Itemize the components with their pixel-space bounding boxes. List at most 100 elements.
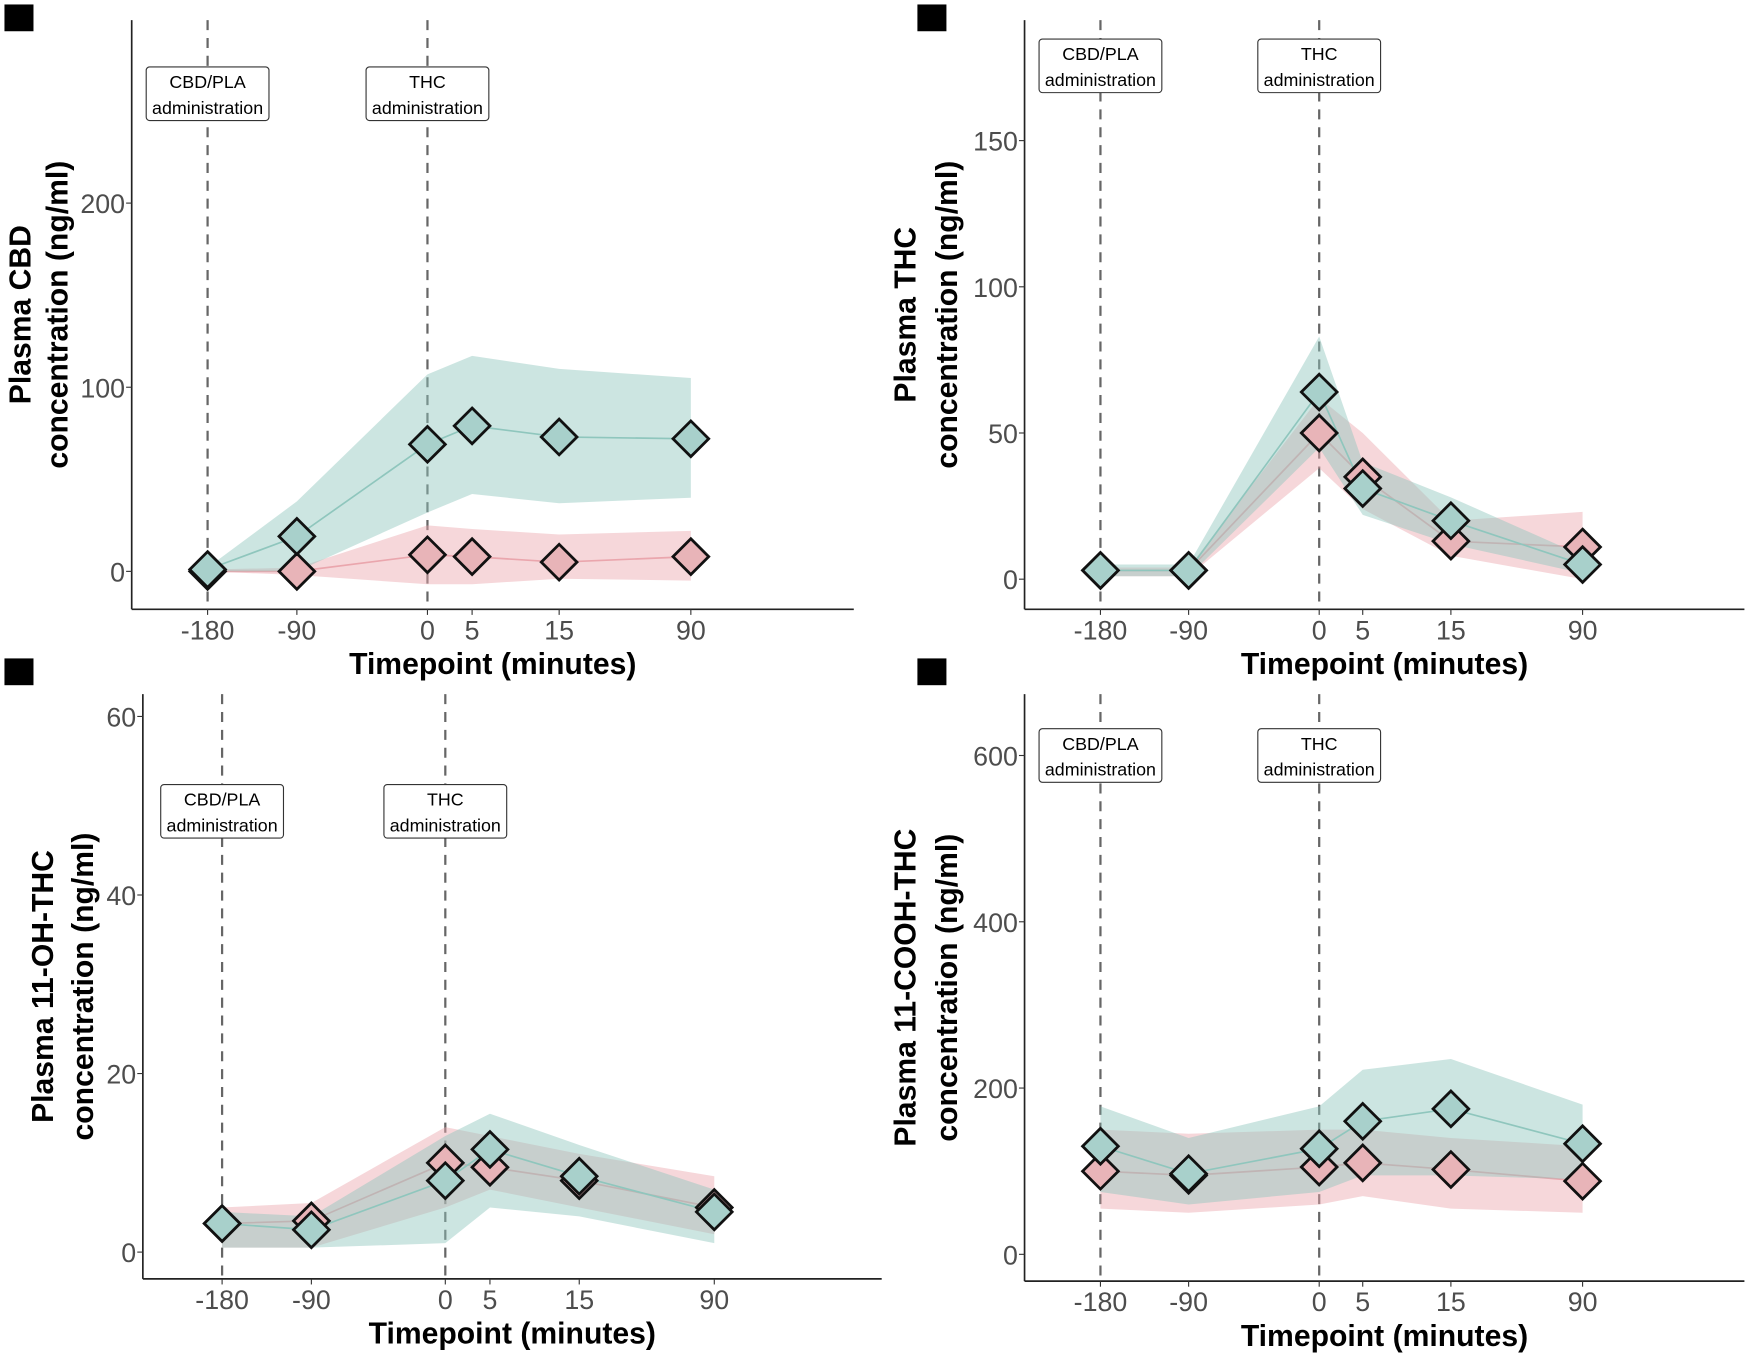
x-tick-label: 90 bbox=[676, 615, 706, 645]
cbd-data-point bbox=[425, 1160, 466, 1201]
cbd-data-point bbox=[694, 1192, 735, 1232]
cbd-data-point bbox=[407, 424, 448, 465]
pla-data-point bbox=[1431, 1149, 1471, 1190]
y-tick-label: 600 bbox=[973, 742, 1018, 772]
pla-data-point bbox=[1562, 1161, 1603, 1201]
annotation-subtitle: administration bbox=[1264, 760, 1375, 780]
x-tick-label: 0 bbox=[1312, 1287, 1327, 1317]
pla-data-point bbox=[539, 542, 579, 582]
pla-data-point bbox=[452, 536, 492, 577]
cbd-ci-ribbon bbox=[207, 355, 691, 572]
cbd-data-point bbox=[277, 516, 317, 557]
pla-data-point bbox=[407, 534, 448, 575]
pla-data-point bbox=[1431, 521, 1471, 561]
y-axis-title-line1: Plasma 11-COOH-THC bbox=[890, 829, 923, 1147]
x-tick-label: 90 bbox=[1568, 615, 1598, 645]
x-tick-label: -180 bbox=[195, 1285, 249, 1315]
x-tick-label: -90 bbox=[292, 1285, 331, 1315]
pla-ci-ribbon bbox=[1100, 1129, 1583, 1213]
annotation-subtitle: administration bbox=[372, 98, 483, 118]
cbd-mean-line bbox=[207, 425, 691, 571]
annotation-box bbox=[1257, 728, 1382, 783]
pla-data-point bbox=[1342, 1143, 1383, 1183]
y-axis-title-line2: concentration (ng/ml) bbox=[931, 834, 964, 1142]
annotation-subtitle: administration bbox=[1045, 70, 1156, 90]
x-tick-label: 0 bbox=[420, 615, 435, 645]
annotation-title: THC bbox=[1301, 734, 1338, 754]
x-tick-label: -90 bbox=[278, 615, 317, 645]
x-tick-label: 5 bbox=[1355, 1287, 1370, 1317]
annotation-subtitle: administration bbox=[390, 815, 501, 835]
annotation-subtitle: administration bbox=[1264, 70, 1375, 90]
annotation-box bbox=[145, 66, 270, 122]
cbd-data-point bbox=[1080, 1126, 1121, 1167]
chart-panel-3: CBD/PLA administration THC administration 0 2… bbox=[4, 658, 882, 1351]
annotation-subtitle: administration bbox=[167, 815, 278, 835]
annotation-box bbox=[365, 66, 490, 122]
panel-label-marker bbox=[917, 658, 947, 686]
annotation-title: THC bbox=[409, 72, 446, 92]
annotation-box bbox=[1257, 38, 1382, 94]
y-tick-label: 0 bbox=[1003, 1240, 1018, 1270]
cbd-ci-ribbon bbox=[222, 1113, 715, 1248]
cbd-data-point bbox=[1299, 372, 1340, 412]
panel-label-marker bbox=[4, 658, 34, 686]
x-tick-label: 5 bbox=[1355, 615, 1370, 645]
annotation-box bbox=[160, 783, 285, 839]
cbd-data-point bbox=[1562, 1123, 1603, 1164]
annotation-title: CBD/PLA bbox=[1062, 44, 1138, 64]
cbd-data-point bbox=[1299, 1128, 1340, 1169]
pla-data-point bbox=[671, 536, 711, 577]
y-tick-label: 0 bbox=[110, 557, 125, 587]
y-tick-label: 150 bbox=[973, 127, 1018, 157]
cbd-data-point bbox=[202, 1203, 242, 1244]
annotation-title: THC bbox=[1301, 44, 1338, 64]
y-tick-label: 40 bbox=[106, 881, 136, 911]
x-tick-label: -180 bbox=[1074, 615, 1128, 645]
cbd-data-point bbox=[291, 1209, 332, 1250]
cbd-data-point bbox=[1342, 468, 1383, 509]
annotation-box bbox=[383, 783, 508, 839]
y-tick-label: 200 bbox=[80, 189, 125, 219]
x-tick-label: 90 bbox=[1568, 1287, 1598, 1317]
cbd-data-point bbox=[1431, 1089, 1471, 1129]
x-tick-label: 15 bbox=[1436, 615, 1466, 645]
x-tick-label: 5 bbox=[483, 1285, 498, 1315]
annotation-box bbox=[1038, 38, 1163, 94]
x-tick-label: -180 bbox=[1074, 1287, 1128, 1317]
annotation-subtitle: administration bbox=[1045, 760, 1156, 780]
y-tick-label: 0 bbox=[1003, 565, 1018, 595]
cbd-data-point bbox=[1562, 544, 1603, 585]
y-axis-title-line2: concentration (ng/ml) bbox=[931, 161, 964, 469]
x-axis-title: Timepoint (minutes) bbox=[369, 1318, 656, 1351]
y-tick-label: 60 bbox=[106, 702, 136, 732]
cbd-data-point bbox=[559, 1156, 600, 1197]
y-tick-label: 200 bbox=[973, 1074, 1018, 1104]
cbd-data-point bbox=[1168, 550, 1209, 591]
annotation-box bbox=[1038, 728, 1163, 783]
cbd-data-point bbox=[1431, 500, 1471, 541]
y-tick-label: 0 bbox=[121, 1238, 136, 1268]
y-tick-label: 400 bbox=[973, 908, 1018, 938]
cbd-data-point bbox=[539, 417, 579, 457]
x-tick-label: 15 bbox=[564, 1285, 594, 1315]
pla-data-point bbox=[277, 551, 317, 592]
pla-data-point bbox=[1299, 413, 1340, 453]
cbd-data-point bbox=[671, 418, 711, 459]
chart-panel-1: CBD/PLA administration THC administration 0 1… bbox=[4, 4, 854, 681]
annotation-title: CBD/PLA bbox=[1062, 734, 1138, 754]
chart-panel-2: CBD/PLA administration THC administration 0 5… bbox=[890, 4, 1745, 681]
cbd-data-point bbox=[1168, 1153, 1209, 1194]
x-axis-title: Timepoint (minutes) bbox=[349, 648, 636, 681]
y-axis-title-line1: Plasma 11-OH-THC bbox=[27, 850, 60, 1123]
panel-label-marker bbox=[4, 4, 34, 32]
panel-label-marker bbox=[917, 4, 947, 32]
annotation-subtitle: administration bbox=[152, 98, 263, 118]
x-tick-label: -90 bbox=[1169, 615, 1208, 645]
cbd-data-point bbox=[187, 549, 228, 590]
y-axis-title-line1: Plasma CBD bbox=[5, 225, 38, 404]
y-axis-title-line2: concentration (ng/ml) bbox=[41, 161, 74, 469]
annotation-title: CBD/PLA bbox=[169, 72, 245, 92]
y-tick-label: 50 bbox=[988, 419, 1018, 449]
